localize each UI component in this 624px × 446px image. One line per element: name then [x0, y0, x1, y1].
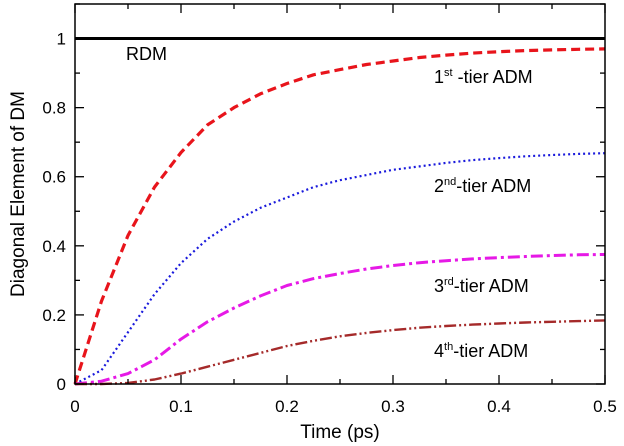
x-tick-label: 0.4	[487, 397, 511, 416]
x-tick-label: 0.5	[593, 397, 617, 416]
y-tick-label: 0	[57, 375, 66, 394]
series-annotations: RDM 1st -tier ADM 2nd-tier ADM 3rd-tier ADM…	[126, 44, 533, 361]
x-tick-label: 0.2	[275, 397, 299, 416]
x-tick-label: 0.3	[381, 397, 405, 416]
series-line-2	[74, 152, 606, 385]
y-tick-label: 0.4	[42, 237, 66, 256]
series-line-3	[74, 253, 606, 386]
x-tick-labels: 0 0.1 0.2 0.3 0.4 0.5	[70, 397, 617, 416]
y-tick-label: 0.8	[42, 99, 66, 118]
x-tick-label: 0	[70, 397, 79, 416]
x-tick-label: 0.1	[169, 397, 193, 416]
y-tick-labels: 0 0.2 0.4 0.6 0.8 1	[42, 30, 66, 394]
series-layer	[73, 37, 606, 386]
series-annotation-2: 2nd-tier ADM	[434, 176, 531, 196]
series-line-1	[73, 47, 606, 385]
y-axis-title: Diagonal Element of DM	[8, 91, 29, 297]
series-annotation-4: 4th-tier ADM	[434, 341, 528, 361]
series-annotation-0: RDM	[126, 44, 167, 64]
y-tick-label: 0.2	[42, 306, 66, 325]
series-line-4	[75, 319, 606, 386]
x-axis-title: Time (ps)	[300, 422, 380, 443]
series-annotation-3: 3rd-tier ADM	[434, 276, 529, 296]
ticks-layer	[74, 3, 606, 385]
y-tick-label: 0.6	[42, 168, 66, 187]
y-tick-label: 1	[57, 30, 66, 49]
series-annotation-1: 1st -tier ADM	[434, 67, 533, 87]
